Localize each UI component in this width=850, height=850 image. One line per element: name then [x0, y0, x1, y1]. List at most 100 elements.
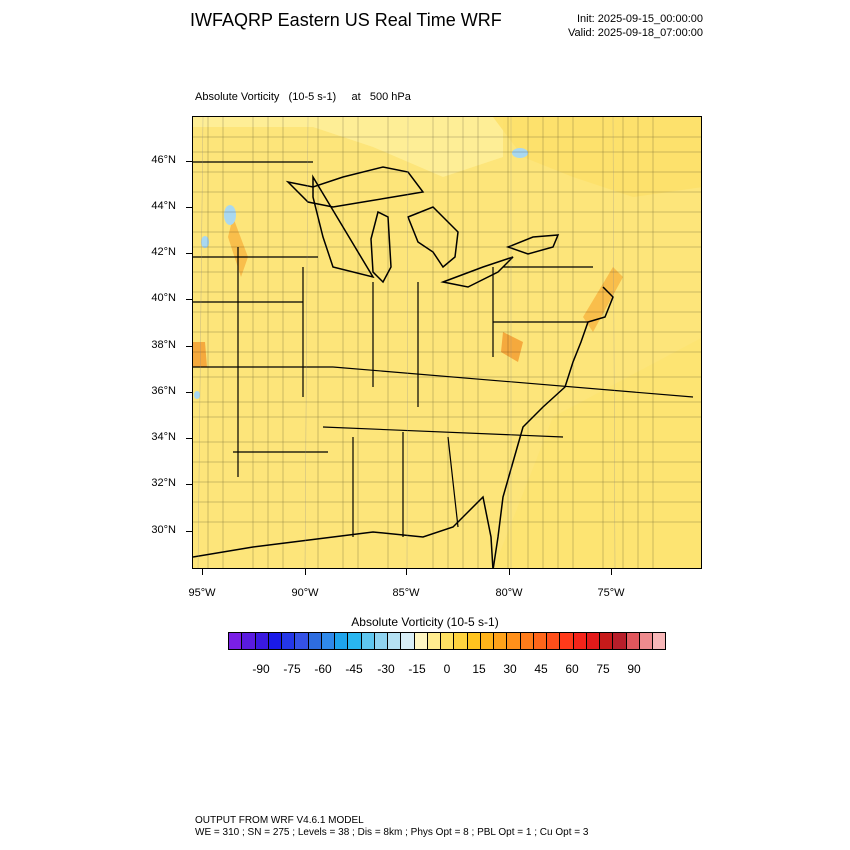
canada-field	[193, 117, 503, 177]
colorbar	[228, 632, 666, 650]
colorbar-label: -60	[314, 662, 332, 676]
lat-tick	[186, 299, 192, 300]
colorbar-label: 0	[443, 662, 451, 676]
blue-patch-2	[201, 236, 209, 248]
state-boundaries	[193, 161, 694, 537]
colorbar-swatch	[388, 633, 402, 649]
colorbar-swatch	[467, 633, 481, 649]
colorbar-swatch	[626, 633, 640, 649]
valid-time-label: Valid: 2025-09-18_07:00:00	[568, 27, 703, 39]
colorbar-label: -30	[377, 662, 395, 676]
lat-label-46: 46°N	[151, 154, 176, 166]
lat-tick	[186, 161, 192, 162]
lat-label-32: 32°N	[151, 477, 176, 489]
colorbar-title: Absolute Vorticity (10-5 s-1)	[351, 615, 499, 629]
colorbar-label: -90	[252, 662, 270, 676]
lat-label-30: 30°N	[151, 524, 176, 536]
colorbar-swatch	[308, 633, 322, 649]
colorbar-label: -45	[345, 662, 363, 676]
colorbar-label: -15	[408, 662, 426, 676]
colorbar-swatch	[427, 633, 441, 649]
colorbar-swatch	[229, 633, 243, 649]
lat-tick	[186, 438, 192, 439]
colorbar-swatch	[401, 633, 415, 649]
colorbar-swatch	[454, 633, 468, 649]
colorbar-label: 60	[565, 662, 579, 676]
colorbar-swatch	[335, 633, 349, 649]
lat-label-34: 34°N	[151, 431, 176, 443]
lat-label-44: 44°N	[151, 200, 176, 212]
colorbar-swatch	[639, 633, 653, 649]
colorbar-swatch	[494, 633, 508, 649]
lat-label-40: 40°N	[151, 292, 176, 304]
colorbar-swatch	[348, 633, 362, 649]
colorbar-swatch	[295, 633, 309, 649]
lon-tick	[611, 569, 612, 575]
field-description: Absolute Vorticity (10-5 s-1) at 500 hPa	[195, 91, 411, 103]
map-title: IWFAQRP Eastern US Real Time WRF	[190, 10, 502, 30]
colorbar-swatch	[242, 633, 256, 649]
blue-patch-3	[512, 148, 528, 158]
colorbar-swatch	[255, 633, 269, 649]
map-canvas	[193, 117, 701, 568]
colorbar-swatch	[282, 633, 296, 649]
lat-tick	[186, 346, 192, 347]
colorbar-swatch	[613, 633, 627, 649]
atlantic-coast	[492, 286, 614, 568]
colorbar-label: 15	[472, 662, 486, 676]
colorbar-swatch	[480, 633, 494, 649]
lon-label-95w: 95°W	[188, 587, 216, 599]
lat-label-38: 38°N	[151, 339, 176, 351]
gulf-coast	[193, 495, 494, 568]
wv-vort-max	[501, 332, 523, 362]
lake-ontario	[505, 234, 560, 255]
colorbar-swatch	[600, 633, 614, 649]
colorbar-label: 90	[627, 662, 641, 676]
colorbar-swatch	[321, 633, 335, 649]
colorbar-label: 75	[596, 662, 610, 676]
colorbar-swatch	[414, 633, 428, 649]
lon-label-90w: 90°W	[291, 587, 319, 599]
west-vort-max	[193, 342, 207, 367]
county-grid	[193, 117, 701, 568]
blue-patch-1	[224, 205, 236, 225]
vorticity-map	[192, 116, 702, 569]
lon-label-75w: 75°W	[597, 587, 625, 599]
colorbar-swatch	[533, 633, 547, 649]
lake-huron	[407, 206, 459, 269]
footer-model-line: OUTPUT FROM WRF V4.6.1 MODEL	[195, 815, 364, 826]
colorbar-label: 45	[534, 662, 548, 676]
wisconsin-shape	[312, 174, 375, 279]
colorbar-swatch	[573, 633, 587, 649]
lat-tick	[186, 484, 192, 485]
footer-config-line: WE = 310 ; SN = 275 ; Levels = 38 ; Dis …	[195, 827, 589, 838]
colorbar-swatch	[520, 633, 534, 649]
colorbar-label: -75	[283, 662, 301, 676]
lon-tick	[406, 569, 407, 575]
colorbar-swatch	[560, 633, 574, 649]
colorbar-swatch	[374, 633, 388, 649]
blue-patch-4	[194, 391, 200, 399]
colorbar-swatch	[653, 633, 666, 649]
colorbar-label: 30	[503, 662, 517, 676]
graticule	[197, 117, 616, 568]
colorbar-swatch	[441, 633, 455, 649]
init-time-label: Init: 2025-09-15_00:00:00	[577, 13, 703, 25]
lat-label-36: 36°N	[151, 385, 176, 397]
colorbar-swatch	[507, 633, 521, 649]
lon-tick	[305, 569, 306, 575]
lat-tick	[186, 253, 192, 254]
atlantic-field	[493, 338, 701, 568]
colorbar-swatch	[361, 633, 375, 649]
lat-label-42: 42°N	[151, 246, 176, 258]
lat-tick	[186, 207, 192, 208]
lon-label-80w: 80°W	[495, 587, 523, 599]
lat-tick	[186, 531, 192, 532]
lon-label-85w: 85°W	[392, 587, 420, 599]
colorbar-swatch	[268, 633, 282, 649]
lon-tick	[202, 569, 203, 575]
colorbar-swatch	[547, 633, 561, 649]
lake-erie	[440, 256, 514, 288]
colorbar-swatch	[586, 633, 600, 649]
lon-tick	[509, 569, 510, 575]
